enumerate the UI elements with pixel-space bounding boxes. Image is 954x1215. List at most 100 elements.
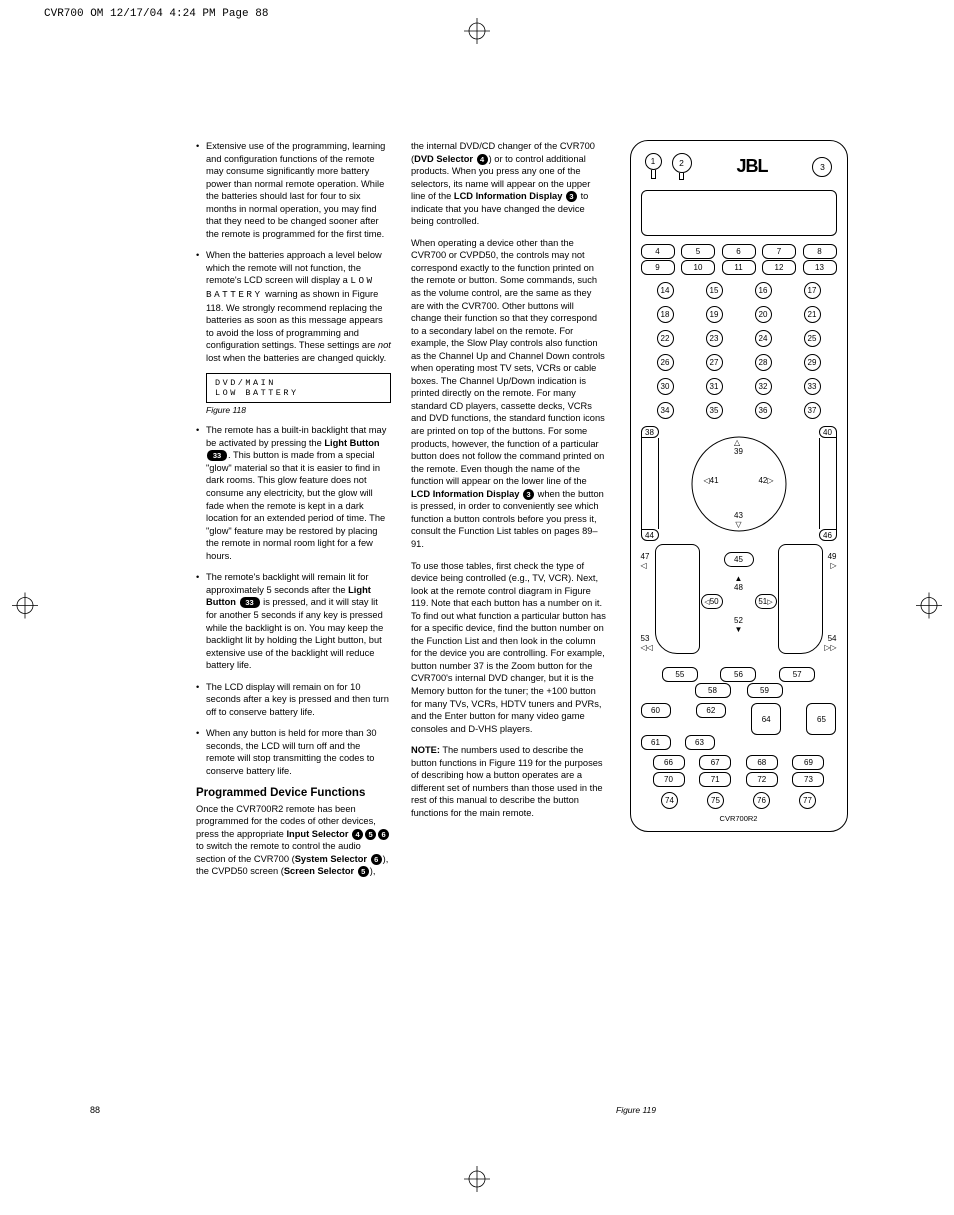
remote-button: 64 bbox=[751, 703, 781, 735]
remote-button: 21 bbox=[804, 306, 821, 323]
remote-button: 22 bbox=[657, 330, 674, 347]
remote-button: 9 bbox=[641, 260, 675, 275]
remote-button: 56 bbox=[720, 667, 756, 682]
remote-button: 27 bbox=[706, 354, 723, 371]
page-header: CVR700 OM 12/17/04 4:24 PM Page 88 bbox=[44, 8, 268, 20]
remote-button: 66 bbox=[653, 755, 685, 770]
remote-button: 12 bbox=[762, 260, 796, 275]
dpad: 38 40 44 46 △39 ◁41 42▷ 43▽ bbox=[641, 426, 837, 541]
remote-button: 11 bbox=[722, 260, 756, 275]
remote-button: 3 bbox=[812, 157, 832, 177]
remote-button: 10 bbox=[681, 260, 715, 275]
remote-button: 17 bbox=[804, 282, 821, 299]
figure-118-caption: Figure 118 bbox=[206, 405, 391, 415]
remote-button: 19 bbox=[706, 306, 723, 323]
remote-button: 46 bbox=[819, 529, 837, 541]
remote-button: 69 bbox=[792, 755, 824, 770]
remote-button: 71 bbox=[699, 772, 731, 787]
column-1: Extensive use of the programming, learni… bbox=[196, 140, 391, 887]
crop-mark-bottom bbox=[464, 1166, 490, 1197]
remote-button: 5 bbox=[681, 244, 715, 259]
remote-model: CVR700R2 bbox=[641, 814, 837, 823]
remote-button: 47 bbox=[641, 552, 650, 561]
remote-button: 23 bbox=[706, 330, 723, 347]
remote-button: 43 bbox=[734, 511, 743, 520]
column-2: the internal DVD/CD changer of the CVR70… bbox=[411, 140, 606, 887]
remote-button: 1 bbox=[645, 153, 662, 170]
remote-button: 15 bbox=[706, 282, 723, 299]
bullet-item: When the batteries approach a level belo… bbox=[196, 249, 391, 364]
remote-button: 73 bbox=[792, 772, 824, 787]
remote-button: 35 bbox=[706, 402, 723, 419]
remote-button: 37 bbox=[804, 402, 821, 419]
figure-119-caption: Figure 119 bbox=[616, 1105, 656, 1115]
remote-button: 18 bbox=[657, 306, 674, 323]
remote-button: 75 bbox=[707, 792, 724, 809]
remote-button: 42 bbox=[758, 476, 767, 485]
remote-button: 48 bbox=[734, 583, 743, 592]
remote-button: 25 bbox=[804, 330, 821, 347]
remote-lcd bbox=[641, 190, 837, 236]
lcd-warning-box: DVD/MAINLOW BATTERY bbox=[206, 373, 391, 403]
remote-button: 29 bbox=[804, 354, 821, 371]
remote-button: 53 bbox=[641, 634, 650, 643]
crop-mark-top bbox=[464, 18, 490, 49]
remote-button: 36 bbox=[755, 402, 772, 419]
remote-button: 2 bbox=[672, 153, 692, 173]
remote-button: 55 bbox=[662, 667, 698, 682]
crop-mark-right bbox=[916, 592, 942, 623]
remote-button: 51▷ bbox=[755, 594, 777, 609]
remote-button: 20 bbox=[755, 306, 772, 323]
bullet-item: The remote's backlight will remain lit f… bbox=[196, 571, 391, 671]
remote-button: 24 bbox=[755, 330, 772, 347]
column-3: 1 2 JBL 3 45678 910111213 bbox=[626, 140, 851, 887]
remote-button: 76 bbox=[753, 792, 770, 809]
remote-button: 74 bbox=[661, 792, 678, 809]
remote-button: 44 bbox=[641, 529, 659, 541]
remote-button: 62 bbox=[696, 703, 726, 718]
bullet-item: The LCD display will remain on for 10 se… bbox=[196, 681, 391, 719]
remote-button: 65 bbox=[806, 703, 836, 735]
remote-button: 60 bbox=[641, 703, 671, 718]
remote-button: 31 bbox=[706, 378, 723, 395]
remote-diagram: 1 2 JBL 3 45678 910111213 bbox=[630, 140, 848, 832]
remote-button: 7 bbox=[762, 244, 796, 259]
remote-button: 6 bbox=[722, 244, 756, 259]
remote-button: 26 bbox=[657, 354, 674, 371]
remote-button: 61 bbox=[641, 735, 671, 750]
remote-button: 32 bbox=[755, 378, 772, 395]
body-paragraph: When operating a device other than the C… bbox=[411, 237, 606, 551]
remote-button: 68 bbox=[746, 755, 778, 770]
remote-button: 34 bbox=[657, 402, 674, 419]
remote-button: 8 bbox=[803, 244, 837, 259]
remote-button: ◁50 bbox=[701, 594, 723, 609]
remote-button: 52 bbox=[734, 616, 743, 625]
remote-button: 72 bbox=[746, 772, 778, 787]
body-paragraph: NOTE: The numbers used to describe the b… bbox=[411, 744, 606, 819]
bullet-list-1: Extensive use of the programming, learni… bbox=[196, 140, 391, 778]
remote-button: 40 bbox=[819, 426, 837, 438]
remote-button: 45 bbox=[724, 552, 754, 567]
bullet-item: The remote has a built-in backlight that… bbox=[196, 424, 391, 562]
body-paragraph: the internal DVD/CD changer of the CVR70… bbox=[411, 140, 606, 228]
remote-button: 33 bbox=[804, 378, 821, 395]
remote-button: 41 bbox=[710, 476, 719, 485]
remote-button: 59 bbox=[747, 683, 783, 698]
crop-mark-left bbox=[12, 592, 38, 623]
jbl-logo: JBL bbox=[736, 156, 767, 177]
remote-button: 77 bbox=[799, 792, 816, 809]
remote-button: 70 bbox=[653, 772, 685, 787]
remote-button: 28 bbox=[755, 354, 772, 371]
remote-button: 4 bbox=[641, 244, 675, 259]
remote-button: 14 bbox=[657, 282, 674, 299]
remote-button: 39 bbox=[734, 447, 743, 456]
remote-button: 57 bbox=[779, 667, 815, 682]
remote-button: 49 bbox=[828, 552, 837, 561]
remote-button: 16 bbox=[755, 282, 772, 299]
body-paragraph: To use those tables, first check the typ… bbox=[411, 560, 606, 736]
remote-button: 38 bbox=[641, 426, 659, 438]
remote-button: 58 bbox=[695, 683, 731, 698]
body-paragraph: Once the CVR700R2 remote has been progra… bbox=[196, 803, 391, 878]
remote-button: 54 bbox=[828, 634, 837, 643]
bullet-item: When any button is held for more than 30… bbox=[196, 727, 391, 777]
